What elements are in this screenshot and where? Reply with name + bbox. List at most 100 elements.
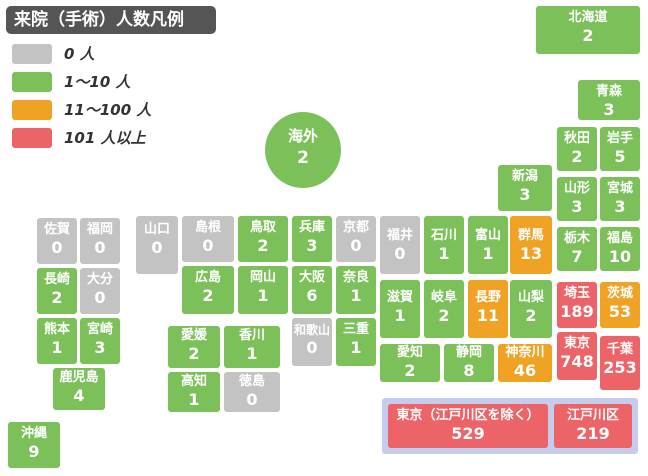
- pref-name: 奈良: [342, 270, 369, 285]
- pref-count: 1: [350, 338, 362, 357]
- pref-shimane: 島根 0: [182, 216, 234, 262]
- pref-miyazaki: 宮崎 3: [80, 318, 120, 364]
- pref-aichi: 愛知 2: [380, 344, 440, 382]
- pref-name: 山口: [143, 222, 170, 237]
- pref-tottori: 鳥取 2: [238, 216, 288, 262]
- pref-count: 0: [350, 236, 362, 255]
- pref-count: 0: [394, 244, 406, 263]
- pref-count: 2: [257, 236, 269, 255]
- pref-count: 1: [188, 390, 200, 409]
- pref-name: 東京（江戸川区を除く）: [396, 408, 540, 423]
- legend-label: 1〜10 人: [64, 73, 131, 91]
- pref-name: 秋田: [563, 131, 590, 146]
- pref-name: 東京: [563, 336, 590, 351]
- pref-akita: 秋田 2: [557, 127, 597, 171]
- pref-hyogo: 兵庫 3: [292, 216, 332, 262]
- pref-count: 1: [350, 286, 362, 305]
- pref-fukuoka: 福岡 0: [80, 218, 120, 264]
- legend-label: 11〜100 人: [64, 101, 152, 119]
- pref-name: 山形: [563, 181, 590, 196]
- pref-kagoshima: 鹿児島 4: [53, 368, 105, 410]
- pref-name: 埼玉: [563, 286, 590, 301]
- pref-name: 青森: [595, 84, 622, 99]
- pref-name: 兵庫: [298, 220, 325, 235]
- pref-nagasaki: 長崎 2: [37, 268, 77, 314]
- pref-ishikawa: 石川 1: [424, 216, 464, 274]
- pref-count: 529: [451, 424, 485, 443]
- pref-name: 鳥取: [249, 220, 276, 235]
- legend-label: 0 人: [64, 45, 95, 63]
- pref-niigata: 新潟 3: [498, 165, 552, 211]
- pref-count: 1: [51, 338, 63, 357]
- legend-label: 101 人以上: [64, 129, 146, 147]
- pref-count: 3: [603, 100, 615, 119]
- pref-count: 748: [560, 352, 594, 371]
- pref-shizuoka: 静岡 8: [444, 344, 494, 382]
- pref-count: 3: [306, 236, 318, 255]
- pref-name: 江戸川区: [566, 408, 619, 423]
- pref-name: 岡山: [249, 270, 276, 285]
- pref-name: 福島: [606, 231, 633, 246]
- pref-nagano: 長野 11: [468, 280, 508, 338]
- overseas-name: 海外: [287, 127, 318, 145]
- legend-swatch: [12, 100, 52, 120]
- pref-count: 4: [73, 386, 85, 405]
- pref-count: 1: [482, 244, 494, 263]
- pref-oita: 大分 0: [80, 268, 120, 314]
- pref-ehime: 愛媛 2: [168, 326, 220, 368]
- pref-name: 京都: [342, 220, 369, 235]
- pref-kagawa: 香川 1: [224, 326, 280, 368]
- pref-wakayama: 和歌山 0: [292, 318, 332, 366]
- pref-gifu: 岐阜 2: [424, 280, 464, 338]
- pref-name: 沖縄: [20, 426, 47, 441]
- pref-tochigi: 栃木 7: [557, 227, 597, 271]
- pref-ibaraki: 茨城 53: [600, 282, 640, 328]
- pref-name: 神奈川: [505, 345, 545, 360]
- pref-count: 0: [51, 238, 63, 257]
- pref-yamanashi: 山梨 2: [510, 280, 552, 338]
- tokyo-edogawa: 江戸川区 219: [554, 404, 632, 448]
- pref-count: 1: [438, 244, 450, 263]
- pref-count: 13: [519, 244, 543, 263]
- pref-aomori: 青森 3: [578, 80, 640, 120]
- pref-name: 大阪: [298, 270, 325, 285]
- pref-name: 和歌山: [293, 323, 330, 337]
- pref-name: 千葉: [606, 342, 633, 357]
- pref-nara: 奈良 1: [336, 266, 376, 314]
- pref-count: 1: [257, 286, 269, 305]
- pref-iwate: 岩手 5: [600, 127, 640, 171]
- pref-osaka: 大阪 6: [292, 266, 332, 314]
- pref-name: 佐賀: [43, 222, 70, 237]
- pref-name: 愛媛: [180, 328, 207, 343]
- pref-shiga: 滋賀 1: [380, 280, 420, 338]
- pref-count: 2: [51, 288, 63, 307]
- pref-name: 三重: [342, 322, 369, 337]
- pref-count: 2: [438, 306, 450, 325]
- pref-name: 香川: [238, 328, 265, 343]
- pref-name: 宮崎: [86, 322, 113, 337]
- pref-name: 石川: [430, 228, 457, 243]
- tokyo-excluding-edogawa: 東京（江戸川区を除く） 529: [388, 404, 548, 448]
- pref-tokushima: 徳島 0: [224, 372, 280, 412]
- pref-count: 3: [94, 338, 106, 357]
- pref-count: 2: [188, 344, 200, 363]
- legend-title: 来院（手術）人数凡例: [6, 6, 216, 34]
- legend-swatch: [12, 44, 52, 64]
- pref-tokyo: 東京 748: [557, 332, 597, 380]
- pref-yamagata: 山形 3: [557, 177, 597, 221]
- pref-name: 滋賀: [386, 290, 413, 305]
- pref-name: 徳島: [238, 374, 265, 389]
- pref-count: 0: [202, 236, 214, 255]
- pref-toyama: 富山 1: [468, 216, 508, 274]
- pref-hokkaido: 北海道 2: [536, 6, 640, 54]
- pref-count: 46: [513, 361, 537, 380]
- pref-name: 茨城: [606, 286, 633, 301]
- pref-hiroshima: 広島 2: [182, 266, 234, 314]
- pref-count: 2: [202, 286, 214, 305]
- pref-name: 福井: [386, 228, 413, 243]
- pref-name: 熊本: [43, 322, 70, 337]
- pref-chiba: 千葉 253: [600, 336, 640, 390]
- overseas-count: 2: [297, 148, 309, 168]
- pref-name: 岩手: [606, 131, 633, 146]
- pref-count: 3: [614, 197, 626, 216]
